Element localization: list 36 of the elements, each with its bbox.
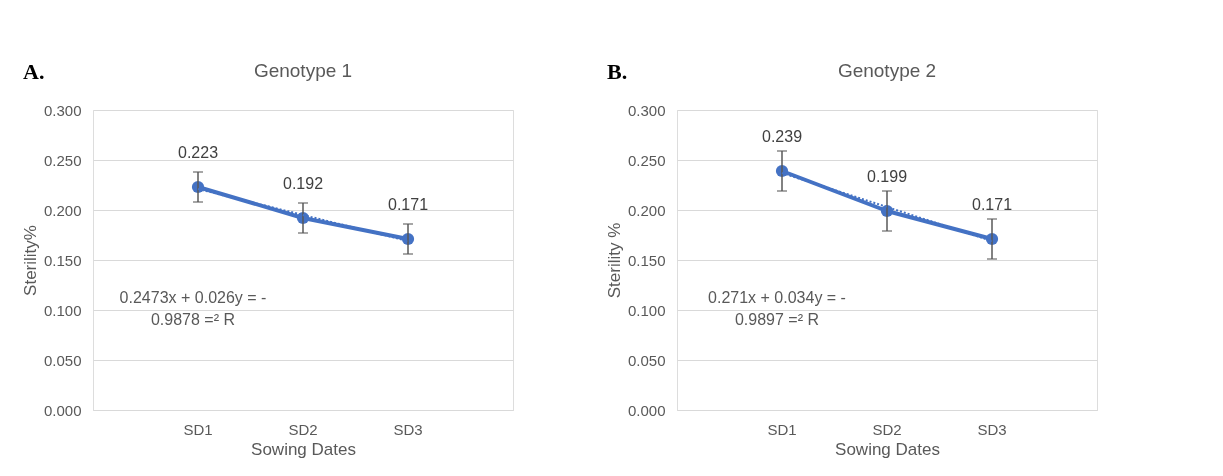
y-tick-label: 0.300 bbox=[43, 101, 82, 119]
y-tick-label: 0.300 bbox=[627, 101, 666, 119]
data-label: 0.171 bbox=[387, 196, 429, 213]
x-tick-label: SD1 bbox=[183, 420, 213, 438]
y-tick-label: 0.100 bbox=[43, 301, 82, 319]
y-axis-title: Sterility% bbox=[20, 225, 40, 296]
y-tick-label: 0.050 bbox=[627, 351, 666, 369]
annotation: 0.2473x + 0.026y = - 0.9878 =² R bbox=[119, 289, 267, 328]
y-tick-label: 0.100 bbox=[627, 301, 666, 319]
x-tick-label: SD2 bbox=[288, 420, 318, 438]
x-tick-label: SD1 bbox=[767, 420, 797, 438]
data-label: 0.199 bbox=[866, 168, 908, 185]
y-axis-title: Sterility % bbox=[604, 222, 624, 299]
data-label: 0.171 bbox=[971, 196, 1013, 213]
x-tick-label: SD2 bbox=[872, 420, 902, 438]
y-tick-label: 0.000 bbox=[627, 401, 666, 419]
y-tick-label: 0.150 bbox=[43, 251, 82, 269]
data-label: 0.192 bbox=[282, 175, 324, 192]
x-tick-label: SD3 bbox=[977, 420, 1007, 438]
y-tick-label: 0.200 bbox=[627, 201, 666, 219]
y-tick-label: 0.050 bbox=[43, 351, 82, 369]
y-tick-label: 0.000 bbox=[43, 401, 82, 419]
y-tick-label: 0.250 bbox=[43, 151, 82, 169]
data-label: 0.223 bbox=[177, 144, 219, 161]
annotation: 0.271x + 0.034y = - 0.9897 =² R bbox=[708, 289, 846, 328]
x-axis-title: Sowing Dates bbox=[835, 439, 940, 459]
text: B. bbox=[607, 59, 628, 84]
x-axis-title: Sowing Dates bbox=[251, 439, 356, 459]
y-tick-label: 0.150 bbox=[627, 251, 666, 269]
text: A. bbox=[23, 59, 45, 84]
x-tick-label: SD3 bbox=[393, 420, 423, 438]
data-label: 0.239 bbox=[761, 128, 803, 145]
y-tick-label: 0.250 bbox=[627, 151, 666, 169]
chart-title: Genotype 2 bbox=[837, 60, 937, 81]
y-tick-label: 0.200 bbox=[43, 201, 82, 219]
chart-title: Genotype 1 bbox=[253, 60, 353, 81]
